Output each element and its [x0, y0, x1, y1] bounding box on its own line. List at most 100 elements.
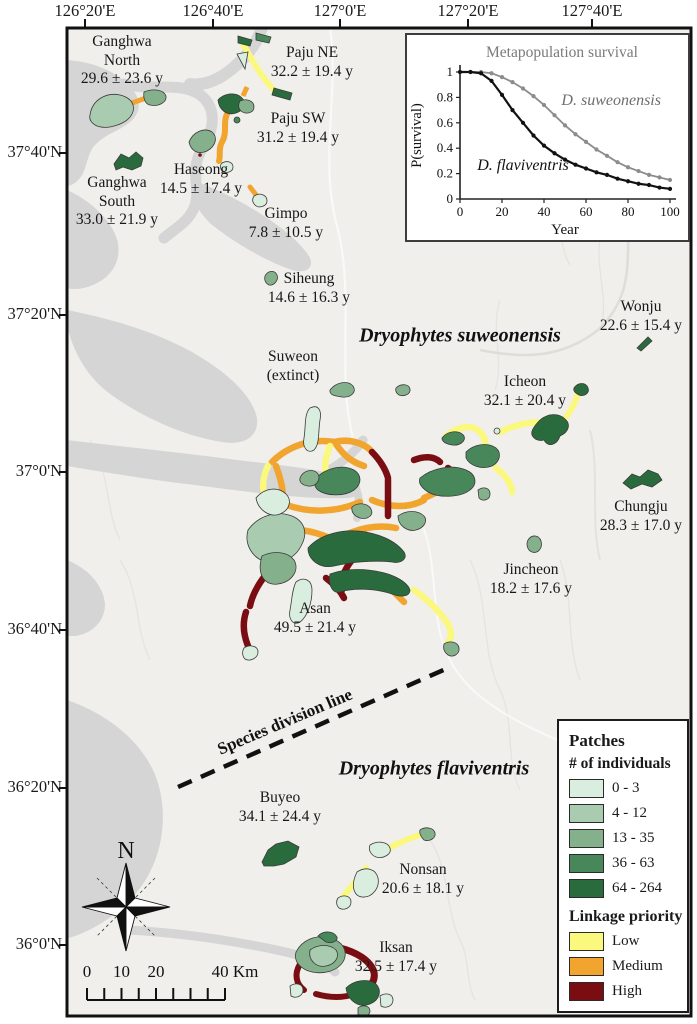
patch-cluster-siheung [264, 270, 278, 286]
inset-data-point [499, 74, 505, 80]
population-name: Jincheon [503, 561, 559, 578]
compass-rose: N [81, 838, 171, 952]
inset-y-tick-label: 0.8 [437, 89, 453, 104]
population-name: Chungju [614, 498, 668, 515]
inset-x-tick-label: 100 [660, 204, 680, 219]
inset-y-tick-label: 0.4 [437, 140, 454, 155]
latitude-tick [59, 629, 68, 631]
population-survival-value: 32.5 ± 17.4 y [354, 957, 438, 975]
population-label-gimpo: Gimpo 7.8 ± 10.5 y [249, 205, 323, 242]
legend-linkage-title: Linkage priority [569, 908, 683, 925]
inset-data-point [636, 181, 641, 186]
patch-cluster-jincheon [526, 535, 542, 553]
population-survival-value: 18.2 ± 17.6 y [489, 579, 573, 597]
patch-class-row: 0 - 3 [569, 779, 687, 798]
latitude-label: 37°20'N [7, 304, 63, 323]
population-survival-value: 32.2 ± 19.4 y [270, 62, 354, 80]
longitude-tick [591, 19, 593, 29]
population-name: Icheon [503, 373, 547, 390]
inset-curve-label: D. suweonensis [560, 92, 661, 109]
inset-data-point [573, 132, 578, 137]
inset-x-tick-label: 80 [622, 204, 635, 219]
inset-data-point [541, 143, 547, 148]
inset-data-point [667, 186, 673, 191]
legend-title: Patches [569, 731, 625, 750]
inset-y-tick-label: 0.2 [437, 166, 453, 181]
population-label-wonju: Wonju 22.6 ± 15.4 y [600, 298, 682, 335]
population-label-iksan: Iksan 32.5 ± 17.4 y [355, 939, 437, 976]
latitude-tick [59, 314, 68, 316]
latitude-tick [59, 787, 68, 789]
inset-data-point [646, 172, 652, 177]
links-low [260, 423, 516, 646]
inset-x-tick-label: 60 [580, 204, 593, 219]
patch-class-label: 0 - 3 [612, 780, 640, 796]
patch-class-label: 36 - 63 [612, 855, 655, 871]
population-label-ganghwa-south: Ganghwa South 33.0 ± 21.9 y [76, 174, 158, 230]
inset-data-point [583, 166, 589, 171]
scale-bar-distance-label: 0 [83, 962, 92, 981]
inset-data-point [625, 165, 631, 170]
patch-class-row: 4 - 12 [569, 804, 687, 823]
linkage-class-label: Low [612, 933, 640, 949]
linkage-class-swatch [569, 957, 604, 976]
patch-cluster-buyeo [261, 840, 300, 867]
inset-curve-label: D. flaviventris [476, 157, 569, 174]
patch-class-row: 13 - 35 [569, 829, 687, 848]
population-label-ganghwa-north: Ganghwa North 29.6 ± 23.6 y [81, 33, 163, 89]
inset-data-point [594, 170, 599, 175]
inset-data-point [457, 69, 463, 75]
population-name: Siheung [283, 270, 335, 287]
patch-cluster-icheon [493, 383, 589, 446]
inset-data-point [646, 182, 652, 188]
patch-cluster-gimpo [247, 184, 268, 208]
species-name-label: Dryophytes suweonensis [359, 324, 561, 347]
population-survival-value: (extinct) [266, 366, 320, 384]
population-name: Ganghwa [87, 174, 147, 191]
patch-cluster-paju-ne [236, 32, 293, 101]
inset-data-point [562, 123, 568, 128]
population-name: Gimpo [264, 205, 308, 222]
longitude-tick [467, 19, 469, 29]
latitude-tick [59, 471, 68, 473]
inset-y-axis-label: P(survival) [409, 103, 425, 168]
patch-cluster-ganghwa-south [113, 151, 144, 171]
inset-x-tick-label: 20 [496, 204, 509, 219]
inset-x-tick-label: 0 [457, 204, 464, 219]
latitude-label: 37°40'N [7, 142, 63, 161]
inset-data-point [615, 176, 620, 181]
population-name: South [98, 192, 136, 210]
inset-data-point [552, 113, 557, 118]
population-name: Iksan [379, 939, 413, 956]
population-label-chungju: Chungju 28.3 ± 17.0 y [600, 498, 682, 535]
longitude-label: 127°20'E [437, 1, 499, 20]
patch-cluster-asan-central [240, 382, 516, 661]
inset-data-point [552, 151, 557, 156]
species-name-label: Dryophytes flaviventris [338, 757, 530, 780]
latitude-tick [59, 152, 68, 154]
inset-data-point [531, 133, 536, 138]
inset-data-point [520, 86, 526, 91]
patch-cluster-iksan [289, 931, 394, 1016]
inset-x-axis-label: Year [551, 222, 579, 238]
map-legend: Patches # of individuals 0 - 3 4 - 12 13 -… [557, 719, 689, 1013]
longitude-label: 126°40'E [182, 1, 244, 20]
inset-data-point [583, 139, 589, 144]
sea-water [67, 28, 368, 977]
population-survival-value: 22.6 ± 15.4 y [599, 316, 683, 334]
legend-patch-classes: 0 - 3 4 - 12 13 - 35 36 - 63 64 - 264 [569, 779, 687, 898]
patch-class-swatch [569, 829, 604, 848]
patch-cluster-wonju [636, 336, 653, 352]
population-label-suweon: Suweon (extinct) [267, 348, 320, 385]
population-survival-value: 31.2 ± 19.4 y [256, 128, 340, 146]
patch-class-row: 64 - 264 [569, 879, 687, 898]
population-survival-value: 28.3 ± 17.0 y [599, 516, 683, 534]
latitude-label: 37°0'N [15, 461, 62, 480]
linkage-class-label: Medium [612, 958, 663, 974]
population-label-icheon: Icheon 32.1 ± 20.4 y [484, 373, 566, 410]
compass-north-label: N [117, 838, 134, 864]
population-name: North [103, 51, 141, 69]
inset-chart-title: Metapopulation survival [486, 44, 638, 61]
inset-data-point [510, 80, 515, 85]
